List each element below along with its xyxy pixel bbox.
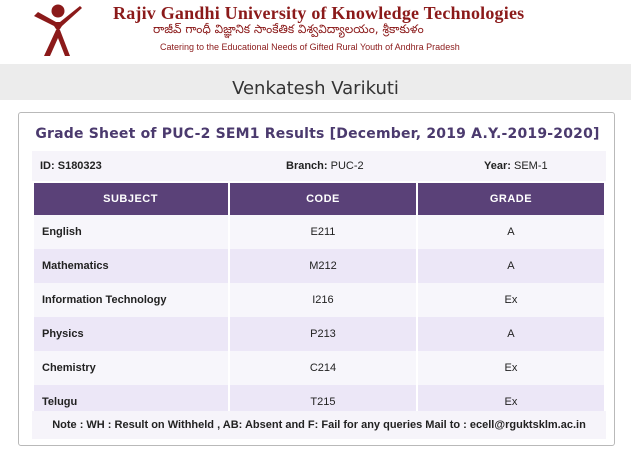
student-name-bar: Venkatesh Varikuti [0, 64, 631, 100]
grades-table: SUBJECT CODE GRADE English E211 A Mathem… [32, 183, 606, 419]
table-row: Information Technology I216 Ex [34, 283, 604, 317]
grade-sheet-title: Grade Sheet of PUC-2 SEM1 Results [Decem… [35, 126, 600, 142]
branch-label: Branch: [286, 160, 328, 172]
grade-cell: A [417, 249, 604, 283]
code-cell: I216 [230, 283, 416, 317]
year-label: Year: [484, 160, 511, 172]
code-cell: M212 [230, 249, 416, 283]
code-cell: C214 [230, 351, 416, 385]
student-name: Venkatesh Varikuti [232, 78, 399, 99]
subject-cell: Chemistry [34, 351, 229, 385]
student-info-row: ID: S180323 Branch: PUC-2 Year: SEM-1 [32, 151, 606, 181]
id-label: ID: [40, 160, 55, 172]
branch-info: Branch: PUC-2 [286, 160, 364, 172]
subject-cell: Physics [34, 317, 229, 351]
university-tagline: Catering to the Educational Needs of Gif… [160, 42, 460, 52]
university-title: Rajiv Gandhi University of Knowledge Tec… [113, 3, 525, 23]
subject-cell: English [34, 215, 229, 249]
university-telugu-name: రాజీవ్ గాంధీ విజ్ఞానిక సాంకేతిక విశ్వవిద… [153, 22, 424, 36]
table-row: Physics P213 A [34, 317, 604, 351]
column-header-subject: SUBJECT [34, 183, 229, 215]
subject-cell: Information Technology [34, 283, 229, 317]
grade-cell: Ex [417, 283, 604, 317]
table-row: Chemistry C214 Ex [34, 351, 604, 385]
table-header-row: SUBJECT CODE GRADE [34, 183, 604, 215]
grade-sheet-card: Grade Sheet of PUC-2 SEM1 Results [Decem… [18, 112, 615, 446]
rgukt-logo-icon [34, 4, 82, 56]
results-note: Note : WH : Result on Withheld , AB: Abs… [32, 411, 606, 439]
grade-cell: Ex [417, 351, 604, 385]
grade-cell: A [417, 317, 604, 351]
code-cell: E211 [230, 215, 416, 249]
column-header-grade: GRADE [417, 183, 604, 215]
year-info: Year: SEM-1 [484, 160, 548, 172]
code-cell: P213 [230, 317, 416, 351]
student-id: ID: S180323 [40, 160, 102, 172]
subject-cell: Mathematics [34, 249, 229, 283]
university-header: Rajiv Gandhi University of Knowledge Tec… [0, 0, 631, 62]
id-value: S180323 [57, 160, 102, 172]
branch-value: PUC-2 [330, 160, 364, 172]
table-row: Mathematics M212 A [34, 249, 604, 283]
grade-cell: A [417, 215, 604, 249]
table-row: English E211 A [34, 215, 604, 249]
column-header-code: CODE [230, 183, 416, 215]
year-value: SEM-1 [513, 160, 548, 172]
